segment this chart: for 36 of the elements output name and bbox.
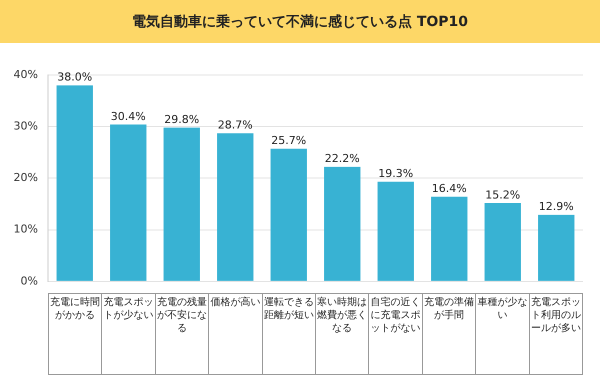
- data-label: 22.2%: [324, 152, 360, 166]
- data-label: 28.7%: [218, 118, 253, 132]
- data-label: 15.2%: [485, 188, 520, 202]
- y-tick-label: 0%: [20, 274, 38, 288]
- y-tick-label: 10%: [14, 222, 38, 236]
- data-label: 25.7%: [271, 134, 306, 148]
- data-label: 12.9%: [538, 200, 574, 214]
- bar: [270, 148, 307, 281]
- bar: [217, 133, 254, 281]
- x-tick-label: 充電スポットが少ない: [102, 294, 156, 374]
- x-tick-label: 車種が少ない: [476, 294, 530, 374]
- x-tick-label: 充電の準備が手間: [422, 294, 476, 374]
- x-tick-label: 価格が高い: [208, 294, 262, 374]
- data-label: 16.4%: [432, 182, 467, 196]
- bar: [538, 214, 574, 281]
- bar: [324, 166, 360, 281]
- x-tick-label: 自宅の近くに充電スポットがない: [368, 294, 422, 374]
- x-tick-label: 充電の残量が不安になる: [155, 294, 209, 374]
- bar: [56, 85, 93, 281]
- x-tick-label: 寒い時期は燃費が悪くなる: [315, 294, 369, 374]
- y-tick-label: 20%: [14, 171, 38, 184]
- chart-title: 電気自動車に乗っていて不満に感じている点 TOP10: [0, 0, 600, 43]
- bar: [378, 182, 414, 281]
- bar: [431, 196, 468, 281]
- data-label: 38.0%: [57, 70, 92, 84]
- bar: [164, 128, 200, 281]
- bar: [484, 202, 521, 281]
- data-label: 30.4%: [110, 110, 146, 123]
- data-label: 29.8%: [164, 112, 200, 126]
- bar: [110, 124, 146, 281]
- x-tick-label: 充電に時間がかかる: [48, 294, 102, 374]
- y-tick-label: 40%: [14, 68, 38, 81]
- x-tick-label: 運転できる距離が短い: [262, 294, 316, 374]
- x-tick-label: 充電スポット利用のルールが多い: [529, 294, 582, 374]
- y-tick-label: 30%: [14, 119, 38, 132]
- data-label: 19.3%: [378, 167, 414, 180]
